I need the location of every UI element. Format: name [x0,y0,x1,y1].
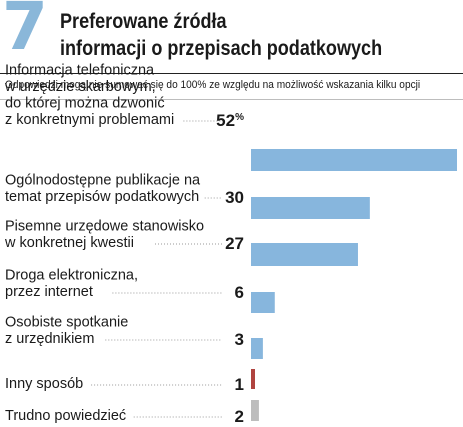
value-label: 2 [235,407,244,426]
header-rule [0,73,463,74]
subtitle-rule [0,99,463,100]
category-label: Ogólnodostępne publikacje na temat przepi… [5,173,201,206]
value-label: 27 [225,234,244,253]
chart-title-line-1: Preferowane źródła [60,10,227,33]
bar [251,338,263,359]
category-label: Pisemne urzędowe stanowisko w konkretnej … [4,219,204,252]
chart-number: 7 [2,0,48,65]
category-label: Trudno powiedzieć [5,408,126,424]
category-label: Osobiste spotkanie z urzędnikiem [5,315,128,348]
category-label: Inny sposób [5,376,83,392]
chart-header: 7 Preferowane źródła informacji o przepi… [0,0,463,78]
chart-subtitle: Odpowiedzi mogą nie sumować się do 100% … [5,79,421,91]
bar [251,369,255,389]
category-label: Droga elektroniczna, przez internet [5,268,138,301]
bar [251,149,457,171]
value-label: 52% [216,111,244,130]
value-label: 30 [225,188,244,207]
bar [251,243,358,266]
bar [251,400,259,421]
chart-title: Preferowane źródła informacji o przepisa… [60,8,382,62]
chart-title-line-2: informacji o przepisach podatkowych [60,37,383,60]
value-label: 1 [235,375,244,394]
bar [251,197,370,219]
value-label: 6 [235,283,244,302]
value-label: 3 [235,330,244,349]
category-label: Informacja telefoniczna w urzędzie skarbo… [4,63,174,129]
bar [251,292,275,313]
